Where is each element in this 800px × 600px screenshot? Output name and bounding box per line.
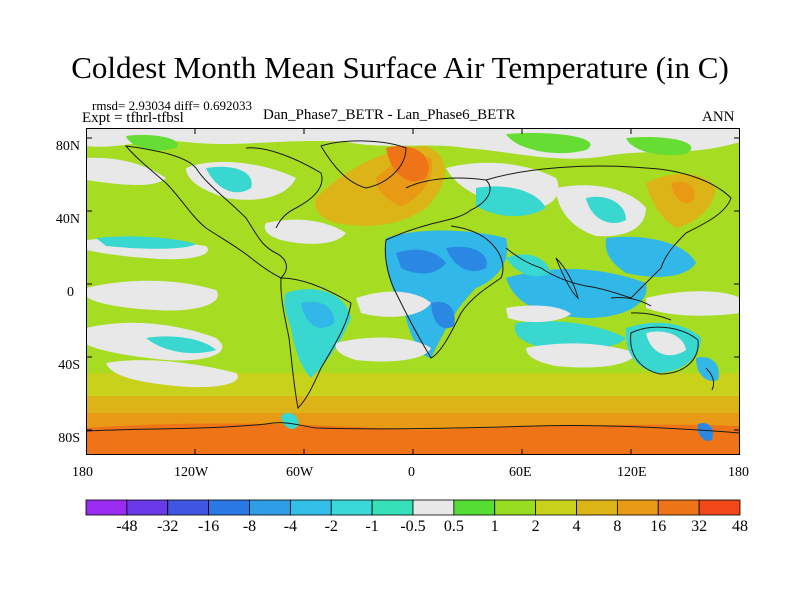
colorbar-label: 4 <box>572 518 581 535</box>
colorbar-swatch <box>576 499 618 516</box>
lat-label-80s: 80S <box>58 431 80 446</box>
lon-label-0: 0 <box>408 465 415 480</box>
equatorial-white <box>356 291 431 317</box>
colorbar-swatch <box>330 499 373 516</box>
antarctic-coast-cyan <box>281 413 299 429</box>
arctic-green-patch <box>506 132 591 154</box>
lat-label-80n: 80N <box>55 139 80 154</box>
colorbar-swatch <box>126 499 169 516</box>
experiment-label: Expt = tfhrl-tfbsl <box>82 110 184 126</box>
coastlines <box>86 140 740 434</box>
colorbar-swatch <box>412 499 455 516</box>
antarctic-warm-region <box>86 423 740 455</box>
south-pacific-white <box>106 360 238 388</box>
east-siberia-warm <box>671 181 695 204</box>
colorbar-label: -4 <box>283 518 298 535</box>
lon-label-60e: 60E <box>509 465 532 480</box>
lat-label-40n: 40N <box>55 212 80 227</box>
lon-label-120e: 120E <box>617 465 647 480</box>
colorbar-label: -16 <box>197 518 220 535</box>
lon-label-120w: 120W <box>174 465 209 480</box>
colorbar-swatch <box>167 499 210 516</box>
colorbar-label: 0.5 <box>443 518 464 535</box>
colorbar-swatch <box>249 499 291 516</box>
colorbar-swatch <box>657 499 700 516</box>
south-pacific-cyan <box>146 336 216 354</box>
colorbar-swatch <box>616 499 659 516</box>
temperature-map <box>86 128 740 455</box>
colorbar-label: 16 <box>650 518 667 535</box>
colorbar-label: -0.5 <box>400 518 426 535</box>
antarctic-coast-cyan <box>697 422 714 441</box>
difference-label: Dan_Phase7_BETR - Lan_Phase6_BETR <box>263 107 516 123</box>
equatorial-white <box>646 291 740 316</box>
lat-label-0: 0 <box>67 285 74 300</box>
lon-label-180w: 180 <box>72 465 93 480</box>
south-america-cyan <box>284 289 351 378</box>
colorbar-label: -1 <box>365 518 379 535</box>
lon-label-60w: 60W <box>286 465 314 480</box>
colorbar-swatch <box>371 499 414 516</box>
colorbar-swatch <box>698 499 741 516</box>
colorbar-label: -2 <box>324 518 338 535</box>
colorbar-swatch <box>535 499 577 516</box>
colorbar-swatch <box>494 499 537 516</box>
eurasia-cyan <box>586 196 626 224</box>
colorbar-label: 8 <box>613 518 622 535</box>
africa-deep-blue <box>446 246 487 272</box>
arctic-green-patch <box>126 134 178 151</box>
colorbar <box>85 499 741 516</box>
africa-deep-blue <box>396 249 446 274</box>
colorbar-swatch <box>289 499 332 516</box>
eurasia-cyan <box>476 186 546 217</box>
north-america-cyan <box>206 166 252 193</box>
colorbar-label: 32 <box>691 518 708 535</box>
arctic-green-patch <box>626 136 692 156</box>
africa-deep-blue <box>431 301 455 329</box>
colorbar-swatch <box>208 499 250 516</box>
colorbar-label: 48 <box>732 518 748 535</box>
arabian-cyan <box>506 254 551 277</box>
south-america-blue <box>301 301 335 328</box>
equatorial-white <box>86 280 218 311</box>
australia-white <box>646 331 686 356</box>
nordic-warm <box>386 146 429 182</box>
lat-label-40s: 40S <box>58 358 80 373</box>
south-indian-white <box>526 343 636 368</box>
colorbar-label: -32 <box>157 518 179 535</box>
map-ticks <box>86 128 740 455</box>
colorbar-label: -48 <box>116 518 138 535</box>
season-label: ANN <box>702 109 735 125</box>
colorbar-swatch <box>85 499 128 516</box>
colorbar-label: -8 <box>242 518 257 535</box>
indian-ocean-cyan <box>514 321 626 350</box>
colorbar-swatch <box>453 499 496 516</box>
equatorial-white <box>506 305 571 323</box>
colorbar-label: 2 <box>531 518 540 535</box>
lon-label-180e: 180 <box>728 465 749 480</box>
stats-label: rmsd= 2.93034 diff= 0.692033 <box>92 98 252 113</box>
south-atlantic-white <box>335 337 431 362</box>
atlantic-white-band <box>264 219 346 244</box>
north-america-white <box>86 157 166 185</box>
colorbar-label: 1 <box>490 518 499 535</box>
pacific-cyan-band <box>96 236 196 249</box>
map-title: Coldest Month Mean Surface Air Temperatu… <box>71 50 729 85</box>
